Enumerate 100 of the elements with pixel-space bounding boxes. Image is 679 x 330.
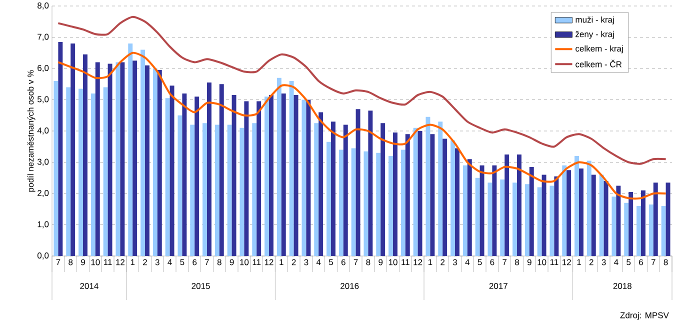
bar <box>194 96 200 256</box>
bar <box>488 182 492 256</box>
bar <box>648 204 654 256</box>
bar <box>276 78 282 256</box>
bar <box>178 115 182 256</box>
bar <box>202 123 208 256</box>
x-tick-label: 3 <box>602 259 606 266</box>
text: 2015 <box>192 283 210 290</box>
bar <box>128 44 133 256</box>
x-tick-label: 3 <box>155 259 160 266</box>
line-series <box>57 52 667 200</box>
x-tick-label: 1 <box>130 259 135 266</box>
bar <box>599 174 604 256</box>
bar <box>289 81 294 256</box>
x-tick-label: 2 <box>440 259 445 266</box>
bar <box>550 186 554 256</box>
x-tick-label: 8 <box>217 259 222 266</box>
bar <box>517 154 522 256</box>
y-tick-label: 1,0 <box>38 221 49 228</box>
bar <box>604 181 608 256</box>
x-tick-label: 2 <box>143 259 147 266</box>
x-tick-label: 11 <box>252 259 261 266</box>
y-axis-title: podíl nezaměstnaných osob v % <box>27 70 36 192</box>
bar <box>413 128 418 256</box>
x-tick-label: 5 <box>478 259 482 266</box>
x-tick-label: 1 <box>577 259 581 266</box>
legend-label: muži - kraj <box>576 16 614 24</box>
bar <box>120 62 125 256</box>
bar <box>537 187 542 256</box>
x-tick-label: 5 <box>180 259 184 266</box>
bar <box>281 94 286 256</box>
bar <box>157 70 162 256</box>
bar <box>430 134 435 256</box>
bar <box>214 124 220 256</box>
bar <box>492 165 497 256</box>
bar <box>170 86 174 256</box>
x-tick-label: 3 <box>304 259 308 266</box>
bar <box>152 68 158 256</box>
x-tick-label: 6 <box>639 259 643 266</box>
x-tick-label: 12 <box>414 259 422 266</box>
bar <box>591 174 596 256</box>
bar <box>462 165 468 256</box>
bar <box>455 148 460 256</box>
x-tick-label: 8 <box>366 259 370 266</box>
bar <box>636 206 642 256</box>
y-tick-label: 6,0 <box>38 64 49 72</box>
bar <box>356 109 360 256</box>
bar <box>450 140 455 256</box>
legend-label: celkem - kraj <box>576 45 623 54</box>
bar <box>480 165 484 256</box>
bar <box>467 159 472 256</box>
bar <box>227 124 232 256</box>
bar <box>512 182 517 256</box>
bar <box>83 54 88 256</box>
bar <box>442 138 448 256</box>
bar <box>252 123 257 256</box>
bar <box>108 64 112 256</box>
bar <box>90 94 96 256</box>
bar <box>207 82 212 256</box>
bar <box>554 176 559 256</box>
bar <box>500 179 505 256</box>
x-tick-label: 1 <box>428 259 432 266</box>
bar <box>666 182 670 256</box>
bar <box>504 154 510 256</box>
bar <box>190 124 195 256</box>
bar <box>616 186 621 256</box>
bar <box>376 152 381 256</box>
bar <box>641 190 646 256</box>
bar <box>318 112 324 256</box>
bar <box>240 128 244 256</box>
bar <box>368 110 373 256</box>
bar <box>326 142 332 256</box>
bar <box>132 60 138 256</box>
bar <box>232 95 236 256</box>
x-tick-label: 4 <box>465 259 470 266</box>
y-tick-label: 0,0 <box>37 252 49 260</box>
x-tick-label: 11 <box>402 259 410 266</box>
x-tick-label: 10 <box>388 259 398 266</box>
bar <box>264 96 270 256</box>
bar <box>579 168 584 256</box>
x-tick-label: 10 <box>240 259 249 266</box>
bar <box>302 100 306 256</box>
x-tick-label: 7 <box>502 259 507 266</box>
bar <box>314 123 319 256</box>
bar <box>562 165 567 256</box>
x-tick-label: 12 <box>116 259 124 266</box>
y-tick-label: 4,0 <box>37 127 49 135</box>
x-tick-label: 10 <box>91 259 100 266</box>
bar <box>438 122 443 256</box>
x-tick-label: 7 <box>651 259 656 266</box>
bar <box>116 62 120 256</box>
bar <box>393 132 398 256</box>
bar <box>388 156 394 256</box>
y-tick-label: 5,0 <box>38 96 49 104</box>
x-tick-label: 10 <box>538 259 546 266</box>
text: 2014 <box>80 283 98 290</box>
x-tick-label: 8 <box>68 259 73 266</box>
x-tick-label: 11 <box>104 259 112 266</box>
bar <box>103 87 108 256</box>
bar <box>95 62 100 256</box>
